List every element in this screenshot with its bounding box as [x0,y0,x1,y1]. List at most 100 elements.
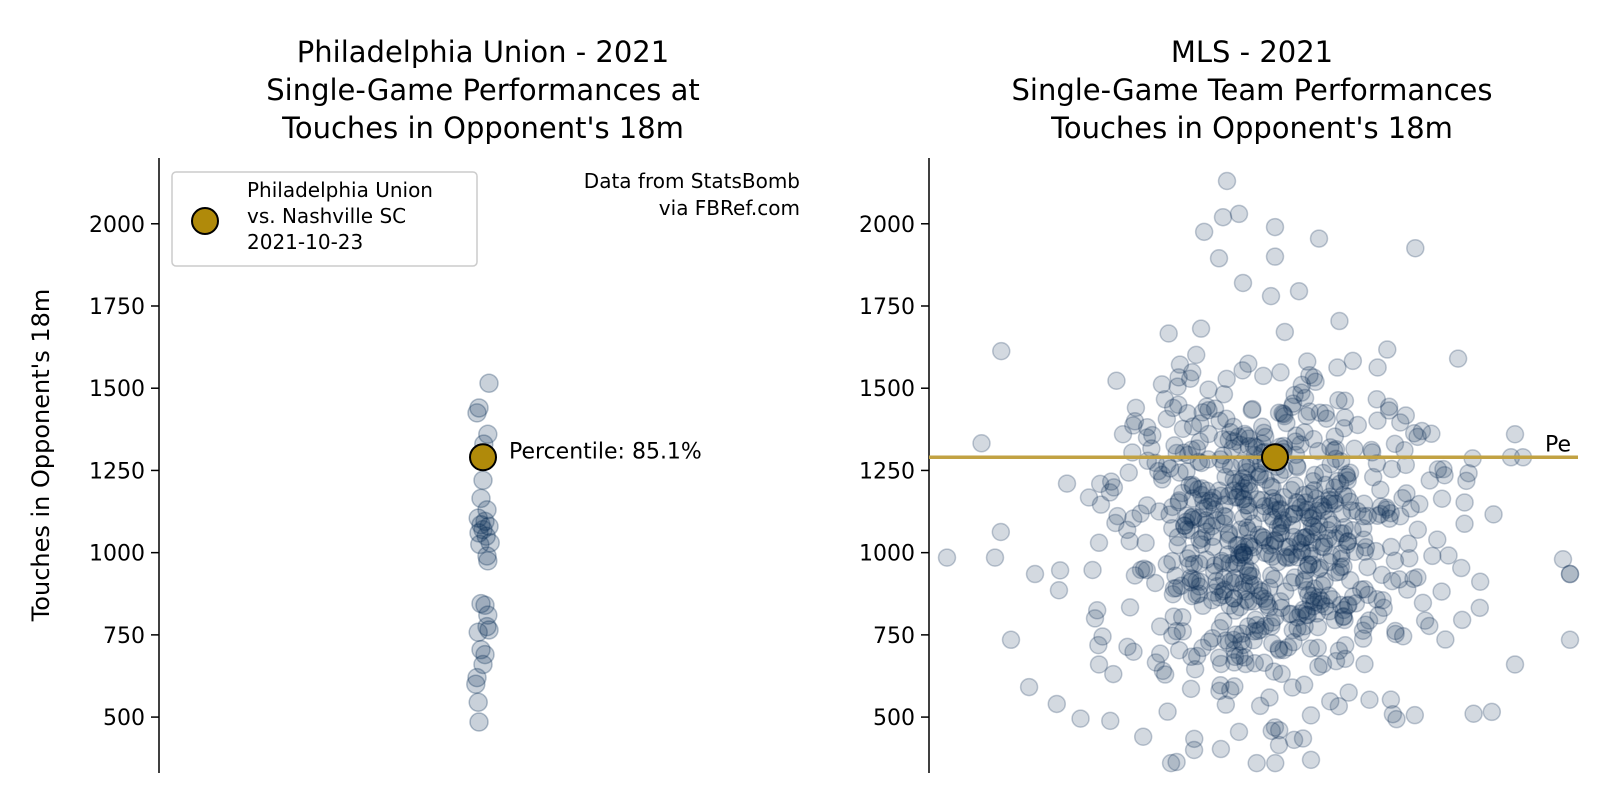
data-point [1214,612,1233,631]
data-point [1314,538,1334,557]
data-point [1226,473,1246,493]
y-tick-label-right: 1250 [859,459,915,484]
data-point [1405,705,1425,725]
data-point [1360,690,1379,709]
data-point [1093,627,1112,646]
data-point [1155,390,1175,409]
y-tick-label-right: 1750 [859,295,915,320]
data-point [1275,322,1295,342]
data-point [1297,500,1316,520]
data-point [1120,598,1140,617]
chart-title-right-line-3: Touches in Opponent's 18m [1050,111,1453,145]
data-point [1332,504,1352,523]
data-point [467,403,487,423]
data-point [1354,530,1374,549]
data-point [1470,572,1490,592]
data-point [1310,558,1330,577]
data-point [1184,740,1204,760]
data-point [1303,586,1323,606]
data-point [1236,496,1256,515]
data-point [1332,544,1351,563]
data-points-right [937,171,1580,773]
data-point [1277,413,1296,433]
data-point [1168,527,1188,547]
data-point [1285,568,1305,587]
data-point [1224,589,1244,608]
data-point [1220,596,1240,615]
data-point [1213,581,1233,601]
data-point [1343,520,1362,540]
data-point [1229,722,1249,742]
data-point [473,519,493,540]
data-point [1334,607,1353,627]
data-point [1358,506,1378,526]
data-point [1163,551,1182,571]
data-point [1291,498,1310,517]
data-point [1124,416,1143,435]
data-point [1234,478,1254,498]
data-point [1258,595,1277,615]
data-point [1214,568,1234,588]
data-point [1183,475,1202,495]
data-point [1239,566,1258,585]
data-point [1167,752,1186,772]
data-point [1305,465,1325,485]
data-point [1251,620,1270,640]
data-point [1155,665,1175,684]
data-point [1174,516,1194,536]
data-point [1049,581,1069,600]
data-point [1125,566,1145,585]
data-point [473,470,493,491]
data-point [1157,555,1177,574]
data-point [1160,459,1180,478]
data-point [1260,598,1279,618]
data-point [1241,561,1260,581]
data-point [1025,564,1045,584]
data-point [1368,506,1387,526]
data-point [1280,537,1299,557]
data-point [1219,525,1238,544]
data-point [1353,518,1373,538]
data-point [1292,383,1311,402]
data-point [1231,520,1250,539]
data-point [1232,580,1252,599]
data-point [1149,461,1168,481]
data-point [1296,527,1316,547]
data-point [1338,532,1358,551]
data-point [1269,403,1289,423]
data-point [1280,604,1299,624]
data-point [1233,542,1253,562]
data-point [1238,563,1258,582]
data-point [1299,507,1318,527]
data-point [1457,471,1476,491]
data-point [1300,509,1320,528]
data-point [1300,365,1319,385]
data-point [1234,545,1254,564]
data-point [1233,624,1252,643]
data-point [1255,589,1274,609]
data-point [1219,633,1239,653]
data-point [1382,571,1402,591]
data-point [1226,488,1245,507]
data-point [1159,324,1178,343]
data-point [1302,546,1322,566]
data-point [1211,739,1231,759]
data-point [1318,521,1338,540]
data-point [1413,593,1433,613]
data-point [1291,435,1310,454]
data-point [1325,478,1344,497]
data-point [1304,429,1323,449]
data-point [1339,595,1358,615]
data-point [1163,519,1182,538]
data-point [1368,411,1387,430]
data-point [469,398,489,418]
data-point [1233,543,1252,563]
data-point [1326,563,1346,582]
data-point [1191,319,1211,338]
data-point [1229,204,1249,224]
data-point [1372,565,1392,585]
data-point [1205,583,1224,602]
data-point [1275,406,1294,426]
data-point [1404,424,1424,443]
data-point [1169,640,1189,660]
